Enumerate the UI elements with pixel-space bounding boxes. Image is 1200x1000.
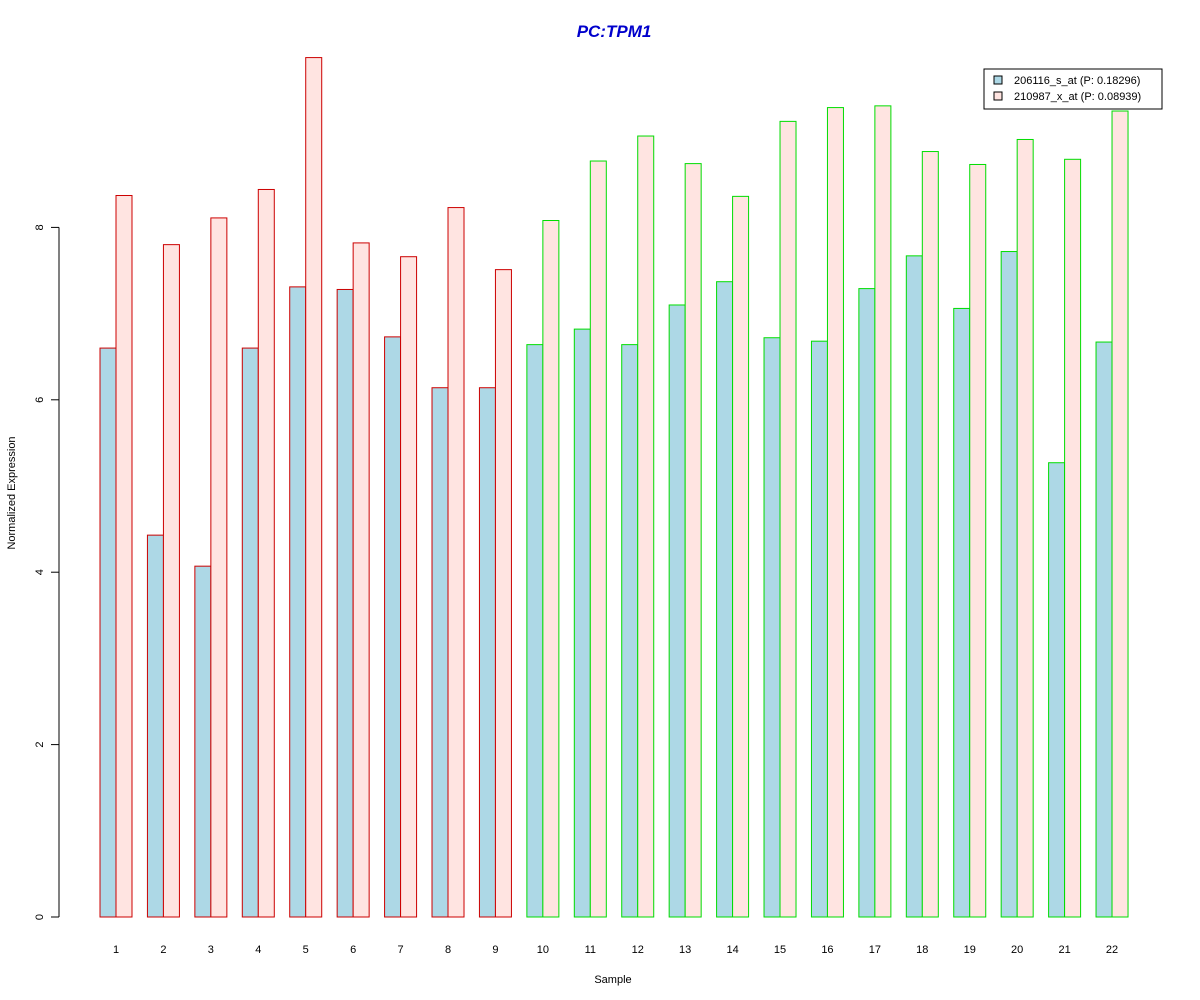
legend-label-1: 206116_s_at (P: 0.18296)	[1014, 75, 1140, 87]
bar-series-2-sample-7	[400, 256, 418, 918]
bar-series-1-sample-17	[858, 288, 876, 918]
x-tick-label: 12	[632, 944, 644, 956]
bar-series-1-sample-2	[146, 534, 164, 918]
bar-series-1-sample-1	[99, 347, 117, 918]
x-tick-label: 6	[350, 944, 356, 956]
x-tick-label: 11	[585, 944, 596, 956]
bar-series-2-sample-5	[305, 57, 323, 918]
legend-label-2: 210987_x_at (P: 0.08939)	[1014, 91, 1141, 103]
bar-series-2-sample-19	[969, 163, 987, 918]
bar-series-1-sample-3	[194, 565, 212, 918]
bar-series-2-sample-10	[542, 220, 560, 918]
y-tick-label: 6	[34, 397, 46, 403]
bar-series-2-sample-2	[162, 244, 180, 918]
x-tick-label: 10	[537, 944, 549, 956]
bar-series-2-sample-4	[257, 188, 275, 918]
bar-series-1-sample-20	[1000, 251, 1018, 918]
y-tick-label: 2	[34, 742, 46, 748]
x-tick-label: 20	[1011, 944, 1023, 956]
bar-series-2-sample-18	[921, 151, 939, 918]
bar-series-2-sample-22	[1111, 110, 1129, 918]
bar-series-1-sample-9	[478, 387, 496, 918]
bar-series-1-sample-16	[810, 340, 828, 918]
bar-series-2-sample-3	[210, 217, 228, 918]
y-tick-label: 4	[34, 569, 46, 575]
bar-series-2-sample-14	[732, 195, 750, 918]
x-tick-label: 19	[964, 944, 976, 956]
legend-swatch-1	[993, 75, 1003, 85]
bar-series-1-sample-19	[953, 307, 971, 918]
bar-series-2-sample-6	[352, 242, 370, 918]
bar-series-2-sample-16	[826, 107, 844, 918]
y-tick-label: 0	[34, 914, 46, 920]
bar-series-1-sample-6	[336, 288, 354, 918]
bar-series-1-sample-7	[384, 336, 402, 918]
bar-series-1-sample-15	[763, 337, 781, 918]
legend-swatch-2	[993, 91, 1003, 101]
bar-series-1-sample-18	[905, 255, 923, 918]
bar-series-2-sample-8	[447, 207, 465, 918]
x-tick-label: 21	[1058, 944, 1070, 956]
chart-title: PC:TPM1	[577, 22, 652, 41]
bar-series-1-sample-11	[573, 328, 591, 918]
bar-series-1-sample-21	[1048, 462, 1066, 918]
y-axis-label: Normalized Expression	[6, 436, 18, 549]
bar-series-2-sample-11	[589, 160, 607, 918]
y-tick-label: 8	[34, 224, 46, 230]
bar-series-2-sample-15	[779, 120, 797, 918]
x-tick-label: 5	[303, 944, 309, 956]
x-tick-labels: 1 2 3 4 5 6 7 8 9 10 11 12 13 14 15 16 17 18 19 20 21 22	[113, 944, 1118, 956]
x-axis-label: Sample	[594, 974, 631, 986]
bar-series-2-sample-21	[1064, 158, 1082, 918]
x-tick-label: 1	[113, 944, 119, 956]
bar-series-1-sample-12	[621, 344, 639, 918]
x-tick-label: 17	[869, 944, 881, 956]
bar-series-2-sample-20	[1016, 138, 1034, 918]
bar-series-2-sample-9	[494, 269, 512, 918]
bar-series-1-sample-5	[289, 286, 307, 918]
x-tick-label: 7	[398, 944, 404, 956]
x-tick-label: 8	[445, 944, 451, 956]
bar-series-2-sample-17	[874, 105, 892, 918]
y-axis: 0 2 4 6 8	[34, 224, 60, 920]
x-tick-label: 16	[821, 944, 833, 956]
bar-series-2-sample-1	[115, 195, 133, 918]
bar-series-1-sample-4	[241, 347, 259, 918]
bar-series-2-sample-12	[637, 135, 655, 918]
legend-box	[983, 68, 1163, 110]
bar-series-2-sample-13	[684, 163, 702, 918]
x-tick-label: 14	[726, 944, 738, 956]
x-tick-label: 3	[208, 944, 214, 956]
legend: 206116_s_at (P: 0.18296) 210987_x_at (P:…	[983, 68, 1163, 110]
bar-series-1-sample-10	[526, 344, 544, 918]
x-tick-label: 4	[255, 944, 261, 956]
bars-group	[99, 57, 1129, 918]
x-tick-label: 2	[160, 944, 166, 956]
x-tick-label: 22	[1106, 944, 1118, 956]
bar-series-1-sample-13	[668, 304, 686, 918]
x-tick-label: 9	[492, 944, 498, 956]
bar-series-1-sample-14	[716, 281, 734, 918]
x-tick-label: 18	[916, 944, 928, 956]
bar-series-1-sample-22	[1095, 341, 1113, 918]
bar-series-1-sample-8	[431, 387, 449, 918]
x-tick-label: 15	[774, 944, 786, 956]
x-tick-label: 13	[679, 944, 691, 956]
